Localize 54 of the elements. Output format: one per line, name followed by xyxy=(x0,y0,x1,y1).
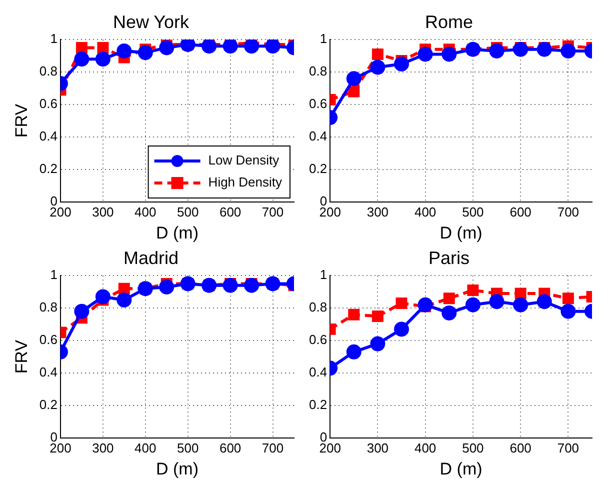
y-tick-label: 0.4 xyxy=(39,364,58,380)
x-tick-label: 300 xyxy=(92,440,114,456)
x-tick-label: 600 xyxy=(510,440,532,456)
y-tick-label: 0.2 xyxy=(308,161,328,176)
x-tick-label: 200 xyxy=(319,204,341,220)
legend-label: High Density xyxy=(208,174,282,190)
y-tick-label: 1 xyxy=(320,267,328,282)
x-tick-label: 300 xyxy=(92,204,114,220)
x-tick-label: 500 xyxy=(177,440,199,456)
y-tick-label: 1 xyxy=(50,31,58,46)
y-tick-label: 0.2 xyxy=(308,397,328,412)
chart-title: Rome xyxy=(424,12,474,32)
x-tick-label: 300 xyxy=(366,204,389,220)
x-tick-label: 700 xyxy=(262,204,284,220)
y-tick-label: 1 xyxy=(50,267,58,282)
x-tick-label: 400 xyxy=(134,204,156,220)
y-tick-label: 0.6 xyxy=(308,96,328,112)
y-tick-label: 0.4 xyxy=(308,128,328,144)
x-tick-label: 400 xyxy=(414,440,436,456)
y-axis-title: FRV xyxy=(12,339,31,374)
x-tick-label: 600 xyxy=(219,440,242,456)
x-axis-title: D (m) xyxy=(156,223,198,242)
y-tick-label: 0.6 xyxy=(308,332,328,348)
chart-title: New York xyxy=(112,12,190,32)
x-tick-label: 500 xyxy=(462,440,484,456)
x-tick-label: 600 xyxy=(510,204,532,220)
y-tick-label: 0.6 xyxy=(39,96,58,112)
x-axis-title: D (m) xyxy=(440,223,482,242)
x-tick-label: 400 xyxy=(134,440,156,456)
x-tick-label: 700 xyxy=(557,440,580,456)
y-tick-label: 0.2 xyxy=(39,397,58,412)
x-tick-label: 700 xyxy=(262,440,284,456)
y-tick-label: 1 xyxy=(320,31,328,46)
x-tick-label: 500 xyxy=(462,204,484,220)
x-tick-label: 200 xyxy=(319,440,341,456)
x-axis-title: D (m) xyxy=(440,459,482,478)
legend-label: Low Density xyxy=(208,152,280,168)
y-tick-label: 0.8 xyxy=(39,300,58,315)
x-tick-label: 500 xyxy=(177,204,199,220)
y-tick-label: 0.2 xyxy=(39,161,58,176)
x-tick-label: 400 xyxy=(414,204,436,220)
x-tick-label: 300 xyxy=(366,440,389,456)
x-tick-label: 700 xyxy=(557,204,580,220)
y-tick-label: 0.4 xyxy=(308,364,328,380)
y-tick-label: 0.8 xyxy=(308,300,328,315)
y-tick-label: 0.4 xyxy=(39,128,58,144)
x-axis-title: D (m) xyxy=(156,459,198,478)
y-tick-label: 0.6 xyxy=(39,332,58,348)
chart-title: Paris xyxy=(428,248,470,268)
y-tick-label: 0.8 xyxy=(39,64,58,79)
y-tick-label: 0.8 xyxy=(308,64,328,79)
chart-title: Madrid xyxy=(123,248,179,268)
y-axis-title: FRV xyxy=(12,103,31,138)
x-tick-label: 600 xyxy=(219,204,242,220)
